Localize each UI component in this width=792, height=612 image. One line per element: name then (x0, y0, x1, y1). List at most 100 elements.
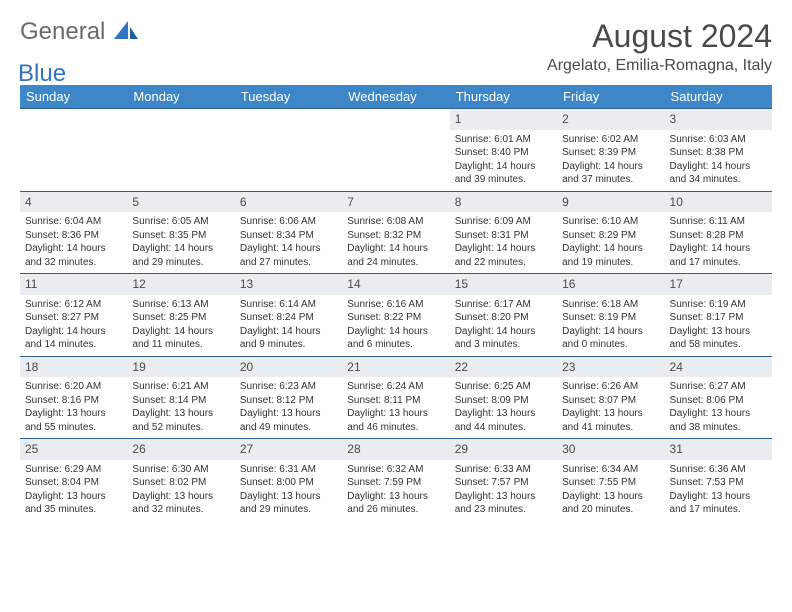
day-number: 15 (455, 277, 468, 291)
weekday-header: Saturday (665, 85, 772, 109)
daylight-text: Daylight: 13 hours (347, 407, 444, 421)
daylight-text: Daylight: 14 hours (240, 242, 337, 256)
daynum-row: 18192021222324 (20, 356, 772, 377)
sunrise-text: Sunrise: 6:36 AM (670, 463, 767, 477)
sunrise-text: Sunrise: 6:34 AM (562, 463, 659, 477)
sunset-text: Sunset: 8:19 PM (562, 311, 659, 325)
sunrise-text: Sunrise: 6:20 AM (25, 380, 122, 394)
sunset-text: Sunset: 7:55 PM (562, 476, 659, 490)
sunrise-text: Sunrise: 6:19 AM (670, 298, 767, 312)
daylight-text: and 35 minutes. (25, 503, 122, 517)
day-number: 8 (455, 195, 462, 209)
daylight-text: Daylight: 14 hours (347, 325, 444, 339)
day-number: 27 (240, 442, 253, 456)
day-number: 14 (347, 277, 360, 291)
day-cell: Sunrise: 6:03 AMSunset: 8:38 PMDaylight:… (665, 130, 772, 192)
day-number-cell: 22 (450, 356, 557, 377)
day-number: 4 (25, 195, 32, 209)
day-number-cell: 11 (20, 274, 127, 295)
daylight-text: and 14 minutes. (25, 338, 122, 352)
daylight-text: and 46 minutes. (347, 421, 444, 435)
day-cell (20, 130, 127, 192)
daylight-text: and 32 minutes. (132, 503, 229, 517)
brand-logo: General Blue (20, 18, 140, 74)
day-number: 28 (347, 442, 360, 456)
day-cell: Sunrise: 6:34 AMSunset: 7:55 PMDaylight:… (557, 460, 664, 521)
daylight-text: Daylight: 14 hours (25, 242, 122, 256)
calendar-page: General Blue August 2024 Argelato, Emili… (0, 0, 792, 612)
daylight-text: Daylight: 14 hours (347, 242, 444, 256)
sunrise-text: Sunrise: 6:21 AM (132, 380, 229, 394)
day-number-cell (20, 109, 127, 130)
sunrise-text: Sunrise: 6:27 AM (670, 380, 767, 394)
daylight-text: and 34 minutes. (670, 173, 767, 187)
daylight-text: Daylight: 13 hours (455, 407, 552, 421)
day-number: 9 (562, 195, 569, 209)
daylight-text: Daylight: 14 hours (25, 325, 122, 339)
day-number-cell (127, 109, 234, 130)
daynum-row: 123 (20, 109, 772, 130)
sunrise-text: Sunrise: 6:17 AM (455, 298, 552, 312)
logo-sail-icon (114, 18, 140, 45)
day-cell: Sunrise: 6:26 AMSunset: 8:07 PMDaylight:… (557, 377, 664, 439)
day-number-cell: 20 (235, 356, 342, 377)
calendar-body: 123Sunrise: 6:01 AMSunset: 8:40 PMDaylig… (20, 109, 772, 521)
daylight-text: Daylight: 13 hours (240, 490, 337, 504)
day-cell (342, 130, 449, 192)
daylight-text: Daylight: 14 hours (240, 325, 337, 339)
day-content-row: Sunrise: 6:04 AMSunset: 8:36 PMDaylight:… (20, 212, 772, 274)
daylight-text: and 27 minutes. (240, 256, 337, 270)
day-cell: Sunrise: 6:16 AMSunset: 8:22 PMDaylight:… (342, 295, 449, 357)
day-cell: Sunrise: 6:14 AMSunset: 8:24 PMDaylight:… (235, 295, 342, 357)
daylight-text: Daylight: 14 hours (562, 160, 659, 174)
sunset-text: Sunset: 8:35 PM (132, 229, 229, 243)
day-number: 21 (347, 360, 360, 374)
daylight-text: Daylight: 13 hours (562, 490, 659, 504)
daylight-text: and 41 minutes. (562, 421, 659, 435)
daylight-text: Daylight: 13 hours (455, 490, 552, 504)
sunrise-text: Sunrise: 6:31 AM (240, 463, 337, 477)
day-number: 5 (132, 195, 139, 209)
sunrise-text: Sunrise: 6:11 AM (670, 215, 767, 229)
sunrise-text: Sunrise: 6:25 AM (455, 380, 552, 394)
page-header: General Blue August 2024 Argelato, Emili… (20, 18, 772, 75)
day-cell: Sunrise: 6:23 AMSunset: 8:12 PMDaylight:… (235, 377, 342, 439)
day-number-cell: 16 (557, 274, 664, 295)
day-number: 30 (562, 442, 575, 456)
daylight-text: Daylight: 13 hours (132, 407, 229, 421)
day-number-cell: 5 (127, 191, 234, 212)
day-cell: Sunrise: 6:05 AMSunset: 8:35 PMDaylight:… (127, 212, 234, 274)
daylight-text: Daylight: 13 hours (25, 490, 122, 504)
weekday-header: Wednesday (342, 85, 449, 109)
day-number: 31 (670, 442, 683, 456)
title-block: August 2024 Argelato, Emilia-Romagna, It… (547, 18, 772, 75)
day-number: 17 (670, 277, 683, 291)
day-number-cell: 1 (450, 109, 557, 130)
day-cell (235, 130, 342, 192)
sunset-text: Sunset: 8:31 PM (455, 229, 552, 243)
day-cell: Sunrise: 6:20 AMSunset: 8:16 PMDaylight:… (20, 377, 127, 439)
day-number: 16 (562, 277, 575, 291)
sunrise-text: Sunrise: 6:02 AM (562, 133, 659, 147)
day-number-cell: 31 (665, 439, 772, 460)
day-number-cell: 10 (665, 191, 772, 212)
sunrise-text: Sunrise: 6:03 AM (670, 133, 767, 147)
day-cell: Sunrise: 6:01 AMSunset: 8:40 PMDaylight:… (450, 130, 557, 192)
day-number-cell: 25 (20, 439, 127, 460)
day-number-cell: 4 (20, 191, 127, 212)
sunset-text: Sunset: 7:57 PM (455, 476, 552, 490)
sunrise-text: Sunrise: 6:24 AM (347, 380, 444, 394)
day-number-cell: 23 (557, 356, 664, 377)
sunset-text: Sunset: 8:02 PM (132, 476, 229, 490)
day-cell: Sunrise: 6:04 AMSunset: 8:36 PMDaylight:… (20, 212, 127, 274)
sunset-text: Sunset: 8:11 PM (347, 394, 444, 408)
daylight-text: and 32 minutes. (25, 256, 122, 270)
logo-text-general: General (20, 18, 105, 45)
daylight-text: Daylight: 14 hours (132, 242, 229, 256)
sunset-text: Sunset: 7:53 PM (670, 476, 767, 490)
sunset-text: Sunset: 8:36 PM (25, 229, 122, 243)
sunset-text: Sunset: 8:16 PM (25, 394, 122, 408)
daylight-text: and 49 minutes. (240, 421, 337, 435)
daylight-text: Daylight: 13 hours (670, 325, 767, 339)
sunrise-text: Sunrise: 6:04 AM (25, 215, 122, 229)
